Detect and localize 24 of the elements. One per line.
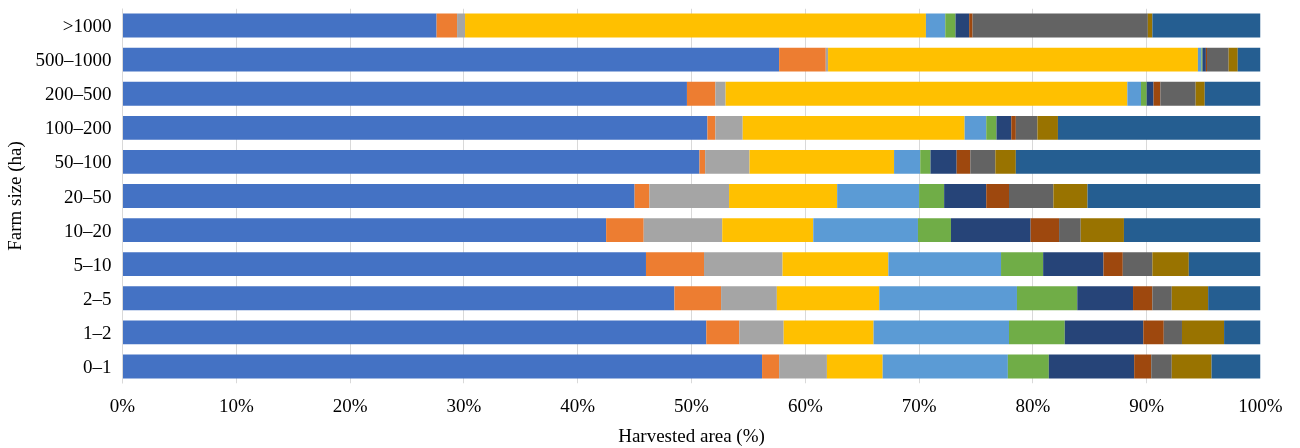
- y-tick-label: 20–50: [64, 185, 112, 207]
- y-tick-label: >1000: [62, 15, 112, 37]
- y-tick-label: 50–100: [54, 151, 112, 173]
- x-tick-label: 90%: [1129, 394, 1165, 416]
- x-tick-label: 20%: [332, 394, 368, 416]
- x-tick-label: 100%: [1238, 394, 1283, 416]
- y-axis-title: Farm size (ha): [3, 141, 26, 251]
- x-tick-label: 70%: [901, 394, 937, 416]
- y-tick-label: 2–5: [83, 287, 112, 309]
- x-tick-label: 10%: [218, 394, 254, 416]
- y-tick-label: 100–200: [45, 117, 112, 139]
- x-tick-label: 30%: [446, 394, 482, 416]
- x-tick-label: 80%: [1015, 394, 1051, 416]
- y-tick-label: 500–1000: [35, 49, 112, 71]
- y-tick-label: 1–2: [83, 321, 112, 343]
- x-tick-label: 50%: [674, 394, 710, 416]
- y-tick-label: 5–10: [73, 253, 112, 275]
- x-tick-label: 60%: [787, 394, 823, 416]
- y-tick-label: 200–500: [45, 83, 112, 105]
- x-tick-label: 0%: [109, 394, 136, 416]
- y-tick-label: 0–1: [83, 355, 112, 377]
- x-axis-title: Harvested area (%): [618, 424, 765, 447]
- y-tick-label: 10–20: [64, 219, 112, 241]
- x-tick-label: 40%: [560, 394, 596, 416]
